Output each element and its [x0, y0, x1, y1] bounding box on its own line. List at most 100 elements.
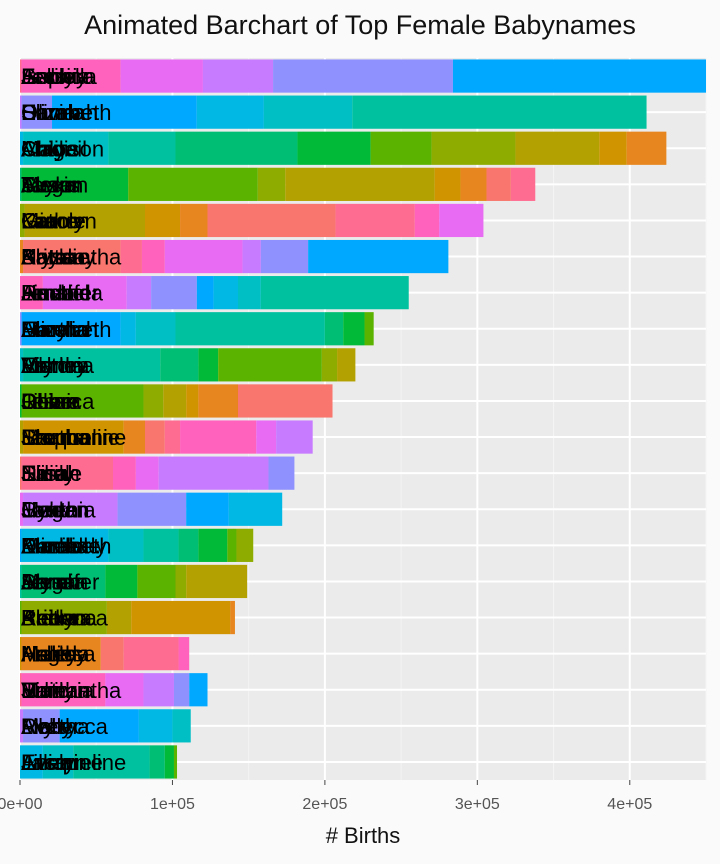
bar-segment [431, 131, 516, 165]
bar-name-label: Madison [21, 136, 104, 161]
bar-name-label: Emma [21, 100, 85, 125]
bar-segment [164, 745, 174, 779]
bar-segment [510, 167, 536, 201]
bar-name-label: Martha [21, 678, 90, 703]
bar-name-label: Rebecca [21, 606, 109, 631]
x-axis-ticks: 0e+00 1e+05 2e+05 3e+05 4e+05 [0, 780, 652, 813]
bar-name-label: Ava [21, 172, 59, 197]
bar-name-label: Claire [21, 136, 78, 161]
bar-segment [198, 384, 238, 418]
bar-segment [135, 456, 159, 490]
bar-name-label: Haley [21, 642, 77, 667]
bar-name-label: Emily [21, 64, 75, 89]
bar-name-label: Samantha [21, 245, 122, 270]
bar-segment [20, 528, 22, 562]
bar-segment [268, 456, 295, 490]
bar-name-label: Jennifer [21, 569, 99, 594]
bar-name-label: Martha [21, 425, 90, 450]
bar-name-label: Lauren [21, 497, 90, 522]
bar-name-label: Hannah [21, 100, 98, 125]
bar-segment [120, 312, 136, 346]
bar-name-label: Cynthia [21, 497, 96, 522]
bar-segment [337, 348, 356, 382]
bar-name-label: Sarah [21, 461, 80, 486]
bar-segment [20, 203, 25, 238]
bar-name-label: Chloe [21, 136, 78, 161]
bar-segment [180, 203, 208, 238]
bar-segment [143, 673, 174, 707]
bar-name-label: Olivia [21, 100, 77, 125]
bar-segment [21, 456, 113, 490]
bar-segment [308, 239, 449, 274]
bar-name-label: Martha [21, 533, 90, 558]
bar-segment [20, 637, 22, 671]
bar-segment [143, 384, 164, 418]
bar-name-label: Ashley [21, 353, 87, 378]
bar-segment [160, 348, 199, 382]
bar-segment [452, 59, 706, 93]
bar-segment [273, 59, 453, 93]
bar-segment [260, 239, 309, 274]
bar-name-label: Debra [21, 389, 82, 414]
bar-segment [434, 167, 461, 201]
bar-segment [202, 59, 274, 93]
x-tick-label: 2e+05 [302, 796, 347, 813]
bar-name-label: Anna [21, 569, 73, 594]
bar-name-label: Lily [21, 353, 54, 378]
bar-name-label: Abigail [21, 136, 87, 161]
bar-segment [126, 276, 152, 310]
bar-name-label: Amanda [21, 281, 104, 306]
bar-segment [24, 203, 146, 238]
bar-segment [21, 167, 129, 201]
x-tick-label: 0e+00 [0, 796, 43, 813]
bar-name-label: Jennifer [21, 281, 99, 306]
bar-name-label: Lauren [21, 208, 90, 233]
bar-name-label: Chloe [21, 389, 78, 414]
bar-name-label: Helen [21, 497, 78, 522]
bar-name-label: Jessica [21, 389, 95, 414]
bar-name-label: Victoria [21, 353, 95, 378]
bars [20, 59, 706, 779]
bar-segment [20, 276, 43, 310]
bar-name-label: Martha [21, 353, 90, 378]
bar-segment [23, 131, 109, 165]
bar-segment [260, 276, 409, 310]
bar-name-label: Sarah [21, 569, 80, 594]
bar-name-label: Sarah [21, 100, 80, 125]
bar-segment [218, 348, 322, 382]
bar-segment [123, 637, 179, 671]
bar-segment [175, 131, 298, 165]
bar-segment [151, 276, 197, 310]
bar-name-label: Amy [21, 136, 65, 161]
bar-segment [20, 673, 22, 707]
bar-segment [137, 564, 176, 599]
bar-name-label: Brittany [21, 245, 96, 270]
bar-name-label: Kayla [21, 245, 77, 270]
chart-title: Animated Barchart of Top Female Babyname… [84, 10, 636, 40]
bar-segment [135, 312, 176, 346]
bar-segment [515, 131, 600, 165]
bar-segment [20, 745, 43, 779]
bar-segment [207, 203, 336, 238]
bar-segment [23, 420, 124, 454]
bar-name-label: Angela [21, 642, 90, 667]
bar-segment [141, 239, 165, 274]
bar-segment [599, 131, 627, 165]
bar-segment [163, 384, 187, 418]
bar-segment [213, 276, 238, 310]
bar-name-label: Melissa [21, 642, 96, 667]
bar-segment [230, 600, 235, 635]
bar-name-label: Grace [21, 208, 81, 233]
bar-name-label: Elisa [21, 461, 69, 486]
bar-name-label: Linda [21, 281, 76, 306]
bar-name-label: Ashley [21, 642, 87, 667]
bar-segment [108, 528, 144, 562]
bar-segment [106, 600, 132, 635]
bar-segment [175, 564, 187, 599]
bar-name-label: Rachel [21, 281, 89, 306]
bar-segment [276, 420, 313, 454]
bar-segment [335, 203, 415, 238]
bar-segment [143, 528, 179, 562]
x-tick-label: 4e+05 [607, 796, 652, 813]
